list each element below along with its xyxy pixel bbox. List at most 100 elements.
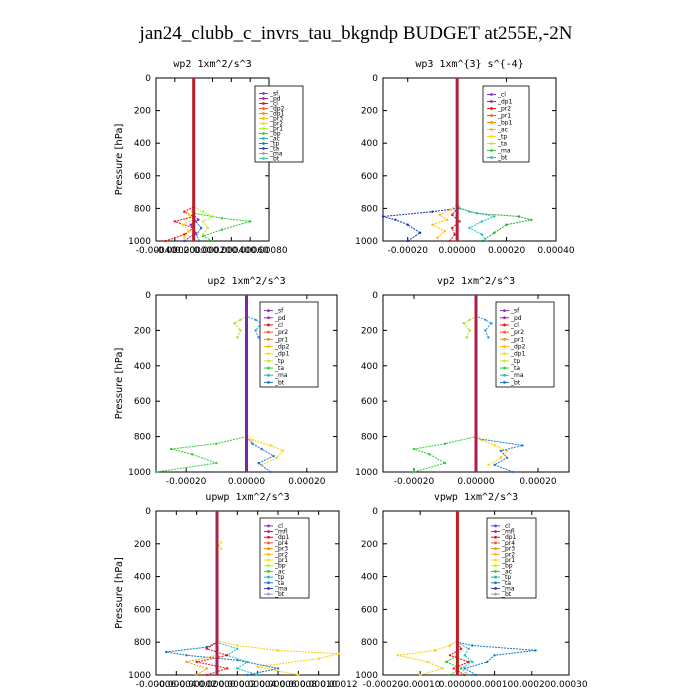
legend-box (482, 85, 530, 163)
x-tick-label: 0.00006 (259, 680, 296, 690)
x-tick-label: -0.00002 (176, 680, 216, 690)
y-tick-label: 0 (145, 291, 151, 301)
x-tick-label: -0.00020 (394, 477, 435, 487)
legend-marker (490, 107, 493, 110)
legend-marker (503, 323, 506, 327)
series-point (467, 660, 470, 664)
figure-title: jan24_clubb_c_invrs_tau_bkgndp BUDGET at… (139, 23, 573, 44)
panels-group: wp2 1xm^2/s^302004006008001000-0.00040-0… (114, 59, 588, 690)
series-point (436, 236, 439, 239)
legend-marker (267, 337, 270, 341)
panel-title: vpwp 1xm^2/s^3 (434, 492, 518, 503)
legend-marker (494, 592, 497, 596)
legend-marker (267, 587, 270, 590)
series-point (257, 461, 260, 465)
series-point (236, 667, 239, 670)
legend-entry: _pr2 (501, 551, 515, 558)
series-line (456, 201, 532, 242)
panel-title: wp3 1xm^{3} s^{-4} (415, 59, 523, 70)
series-point (195, 673, 198, 677)
series-point (406, 223, 409, 226)
series-point (493, 444, 496, 447)
series-point (517, 215, 521, 218)
y-tick-label: 600 (134, 397, 151, 407)
legend-entry: _bt (274, 379, 285, 386)
series-point (173, 220, 176, 223)
y-tick-label: 1000 (355, 237, 378, 247)
series-point (260, 447, 263, 451)
legend-marker (494, 530, 497, 533)
legend-entry: _pd (510, 315, 522, 322)
y-tick-label: 800 (361, 638, 378, 648)
legend-marker (494, 581, 497, 585)
series-point (487, 336, 490, 339)
series-point (337, 652, 341, 655)
series-point (220, 217, 224, 220)
legend-marker (262, 152, 265, 155)
series-point (254, 318, 257, 321)
series-line (445, 654, 463, 676)
series-line (184, 654, 218, 676)
series-point (468, 329, 471, 332)
legend-entry: _tp (510, 358, 520, 365)
series-point (236, 647, 239, 650)
series-point (480, 239, 484, 243)
legend-marker (262, 97, 265, 100)
legend-entry: _bt (497, 155, 508, 162)
series-point (448, 208, 451, 212)
legend-entry: _bp (269, 131, 281, 138)
series-point (236, 336, 239, 339)
legend-entry: _ma (274, 372, 288, 379)
series-point (448, 654, 452, 657)
series-point (431, 223, 434, 226)
legend-entry: _pr4 (274, 540, 288, 547)
series-point (276, 667, 280, 670)
x-tick-label: 0.00000 (457, 477, 494, 487)
series-point (412, 470, 416, 474)
legend-marker (494, 535, 497, 539)
legend-marker (503, 309, 506, 312)
series-point (185, 654, 188, 657)
series-point (459, 647, 463, 650)
x-tick-label: -0.00006 (136, 680, 177, 690)
y-tick-label: 1000 (128, 468, 151, 478)
series-point (468, 318, 471, 321)
panel-title: wp2 1xm^2/s^3 (173, 59, 251, 70)
x-tick-label: 0.00040 (537, 246, 574, 256)
series-point (181, 223, 184, 226)
legend-marker (267, 323, 270, 327)
series-line (457, 641, 474, 676)
y-tick-label: 1000 (128, 671, 151, 681)
series-point (396, 654, 400, 657)
series-point (269, 444, 272, 447)
series-line (448, 641, 470, 676)
series-point (219, 541, 223, 544)
legend-entry: _dp2 (269, 106, 285, 113)
legend-marker (267, 359, 270, 363)
series-point (521, 444, 524, 447)
series-point (448, 644, 452, 647)
plot-frame (382, 510, 570, 676)
series-point (468, 210, 471, 213)
legend-entry: _mfl (274, 529, 288, 536)
legend-marker (262, 122, 265, 125)
series-line (155, 429, 247, 473)
series-point (297, 673, 300, 677)
x-tick-label: 0.00012 (320, 680, 357, 690)
legend-entry: _tp (269, 141, 279, 148)
legend-entry: _bt (501, 591, 512, 598)
legend-marker (494, 547, 497, 551)
series-point (490, 322, 493, 325)
legend-entry: _bt (510, 379, 521, 386)
legend-marker (494, 587, 497, 590)
legend-marker (490, 100, 493, 103)
legend-marker (494, 569, 497, 573)
series-point (441, 667, 444, 670)
series-point (205, 667, 208, 670)
series-point (233, 322, 236, 325)
legend-marker (494, 558, 497, 562)
y-tick-label: 800 (134, 433, 151, 443)
x-tick-label: 0.00020 (519, 477, 556, 487)
legend-entry: _cl (510, 322, 519, 329)
y-tick-label: 200 (134, 326, 151, 336)
